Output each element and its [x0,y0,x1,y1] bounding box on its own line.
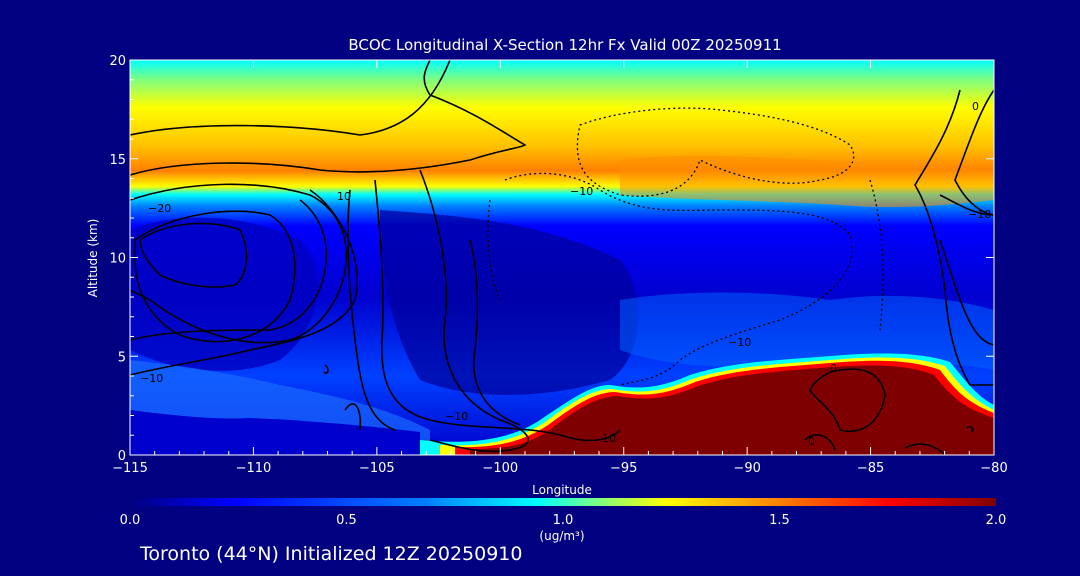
colorbar-tick-label: 0.0 [120,513,141,528]
x-axis-title: Longitude [532,483,592,497]
x-tick-label: −80 [980,461,1007,476]
colorbar-tick-label: 0.5 [336,513,357,528]
surface-west [130,410,420,455]
colorbar [130,498,996,506]
dotted-contour [576,107,855,197]
contour-label: −10 [728,336,751,349]
contour-line [419,169,529,453]
colorbar-tick-label: 1.0 [553,513,574,528]
y-axis-title: Altitude (km) [86,219,100,298]
contour-line [130,183,347,344]
contour-line [139,222,248,288]
contour-label: 10 [337,190,351,203]
plume-core [470,365,994,455]
contour-line [344,403,362,431]
colorbar-tick-label: 1.5 [769,513,790,528]
contour-label: −10 [570,185,593,198]
dotted-contour [869,179,884,331]
contour-label: −10 [445,410,468,423]
contour-line [966,425,974,433]
y-tick-label: 20 [109,54,126,69]
init-subtitle: Toronto (44°N) Initialized 12Z 20250910 [139,543,523,565]
mid-patch-east [620,292,994,370]
contour-label: 0 [972,100,979,113]
colorbar-tick-label: 2.0 [986,513,1007,528]
plot-area: −20 10 −10 −10 0 −10 0 −10 −10 10 0 [130,60,994,455]
x-tick-label: −115 [112,461,148,476]
contour-label: 0 [830,362,837,375]
contour-label: 0 [808,435,815,448]
contour-line [130,199,328,341]
contour-line [130,60,527,176]
contour-label: 10 [602,432,616,445]
x-tick-label: −95 [610,461,637,476]
contour-line [323,364,329,374]
contour-line [374,179,621,442]
y-axis: 0 5 10 15 20 [109,54,994,464]
y-tick-label: 0 [118,449,126,464]
low-core-west [130,217,318,371]
contour-labels: −20 10 −10 −10 0 −10 0 −10 −10 10 0 [140,100,991,448]
dotted-contours [487,107,884,386]
contour-line [954,89,994,216]
contour-line [347,189,396,431]
y-tick-label: 15 [109,153,126,168]
y-tick-label: 10 [109,252,126,267]
contour-label: −10 [968,208,991,221]
contour-label: −20 [148,202,171,215]
contour-line [134,210,296,343]
upper-band-east [620,155,994,208]
contour-label: −10 [140,372,163,385]
contour-line [939,239,994,346]
colorbar-units: (ug/m³) [539,529,584,543]
contours [130,60,994,455]
x-axis: −115 −110 −105 −100 −95 −90 −85 −80 [112,60,1008,476]
chart-title: BCOC Longitudinal X-Section 12hr Fx Vali… [348,36,781,54]
contour-line [809,368,886,432]
contour-line [904,443,946,455]
x-tick-label: −90 [733,461,760,476]
contour-line [130,60,451,136]
x-tick-label: −85 [857,461,884,476]
y-tick-label: 5 [118,350,126,365]
colorbar-ticks: 0.0 0.5 1.0 1.5 2.0 [120,513,1007,528]
contour-line [939,194,994,216]
contour-line [914,89,994,386]
contour-line [469,239,521,426]
x-tick-label: −100 [482,461,518,476]
contour-line [804,434,836,451]
x-tick-label: −105 [359,461,395,476]
x-tick-label: −110 [236,461,272,476]
